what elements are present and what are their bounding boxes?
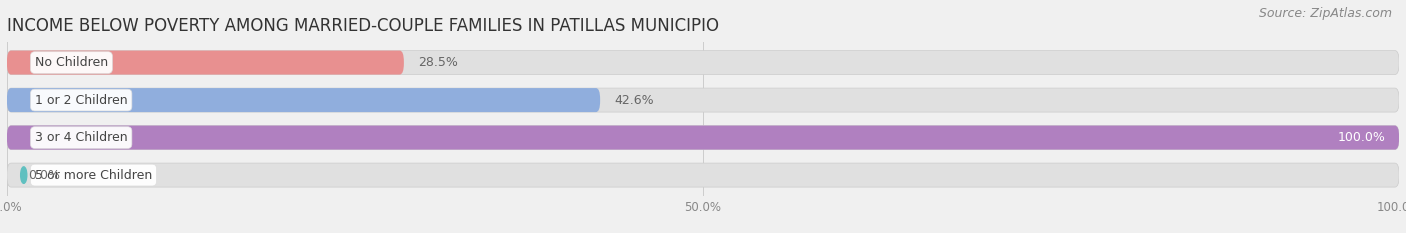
Text: 5 or more Children: 5 or more Children [35, 169, 152, 182]
FancyBboxPatch shape [7, 163, 1399, 187]
FancyBboxPatch shape [7, 51, 1399, 75]
Text: No Children: No Children [35, 56, 108, 69]
Text: 1 or 2 Children: 1 or 2 Children [35, 94, 128, 106]
Circle shape [21, 54, 27, 71]
Text: 0.0%: 0.0% [28, 169, 60, 182]
Text: 100.0%: 100.0% [1337, 131, 1385, 144]
FancyBboxPatch shape [7, 51, 404, 75]
Text: INCOME BELOW POVERTY AMONG MARRIED-COUPLE FAMILIES IN PATILLAS MUNICIPIO: INCOME BELOW POVERTY AMONG MARRIED-COUPL… [7, 17, 718, 35]
FancyBboxPatch shape [7, 126, 1399, 150]
FancyBboxPatch shape [7, 88, 1399, 112]
FancyBboxPatch shape [7, 88, 600, 112]
Circle shape [21, 167, 27, 183]
Text: 42.6%: 42.6% [614, 94, 654, 106]
Text: 28.5%: 28.5% [418, 56, 457, 69]
FancyBboxPatch shape [7, 126, 1399, 150]
Text: Source: ZipAtlas.com: Source: ZipAtlas.com [1258, 7, 1392, 20]
Circle shape [21, 129, 27, 146]
Circle shape [21, 92, 27, 108]
Text: 3 or 4 Children: 3 or 4 Children [35, 131, 128, 144]
